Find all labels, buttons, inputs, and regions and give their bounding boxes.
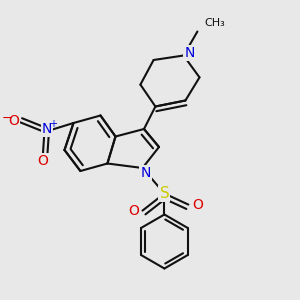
Text: N: N: [42, 122, 52, 136]
Text: O: O: [192, 198, 203, 212]
Text: O: O: [37, 154, 48, 168]
Text: N: N: [140, 167, 151, 180]
Text: +: +: [50, 118, 57, 129]
Text: S: S: [160, 186, 169, 201]
Text: CH₃: CH₃: [204, 19, 225, 28]
Text: O: O: [128, 204, 139, 218]
Text: −: −: [2, 112, 12, 125]
Text: N: N: [184, 46, 195, 60]
Text: O: O: [8, 114, 19, 128]
